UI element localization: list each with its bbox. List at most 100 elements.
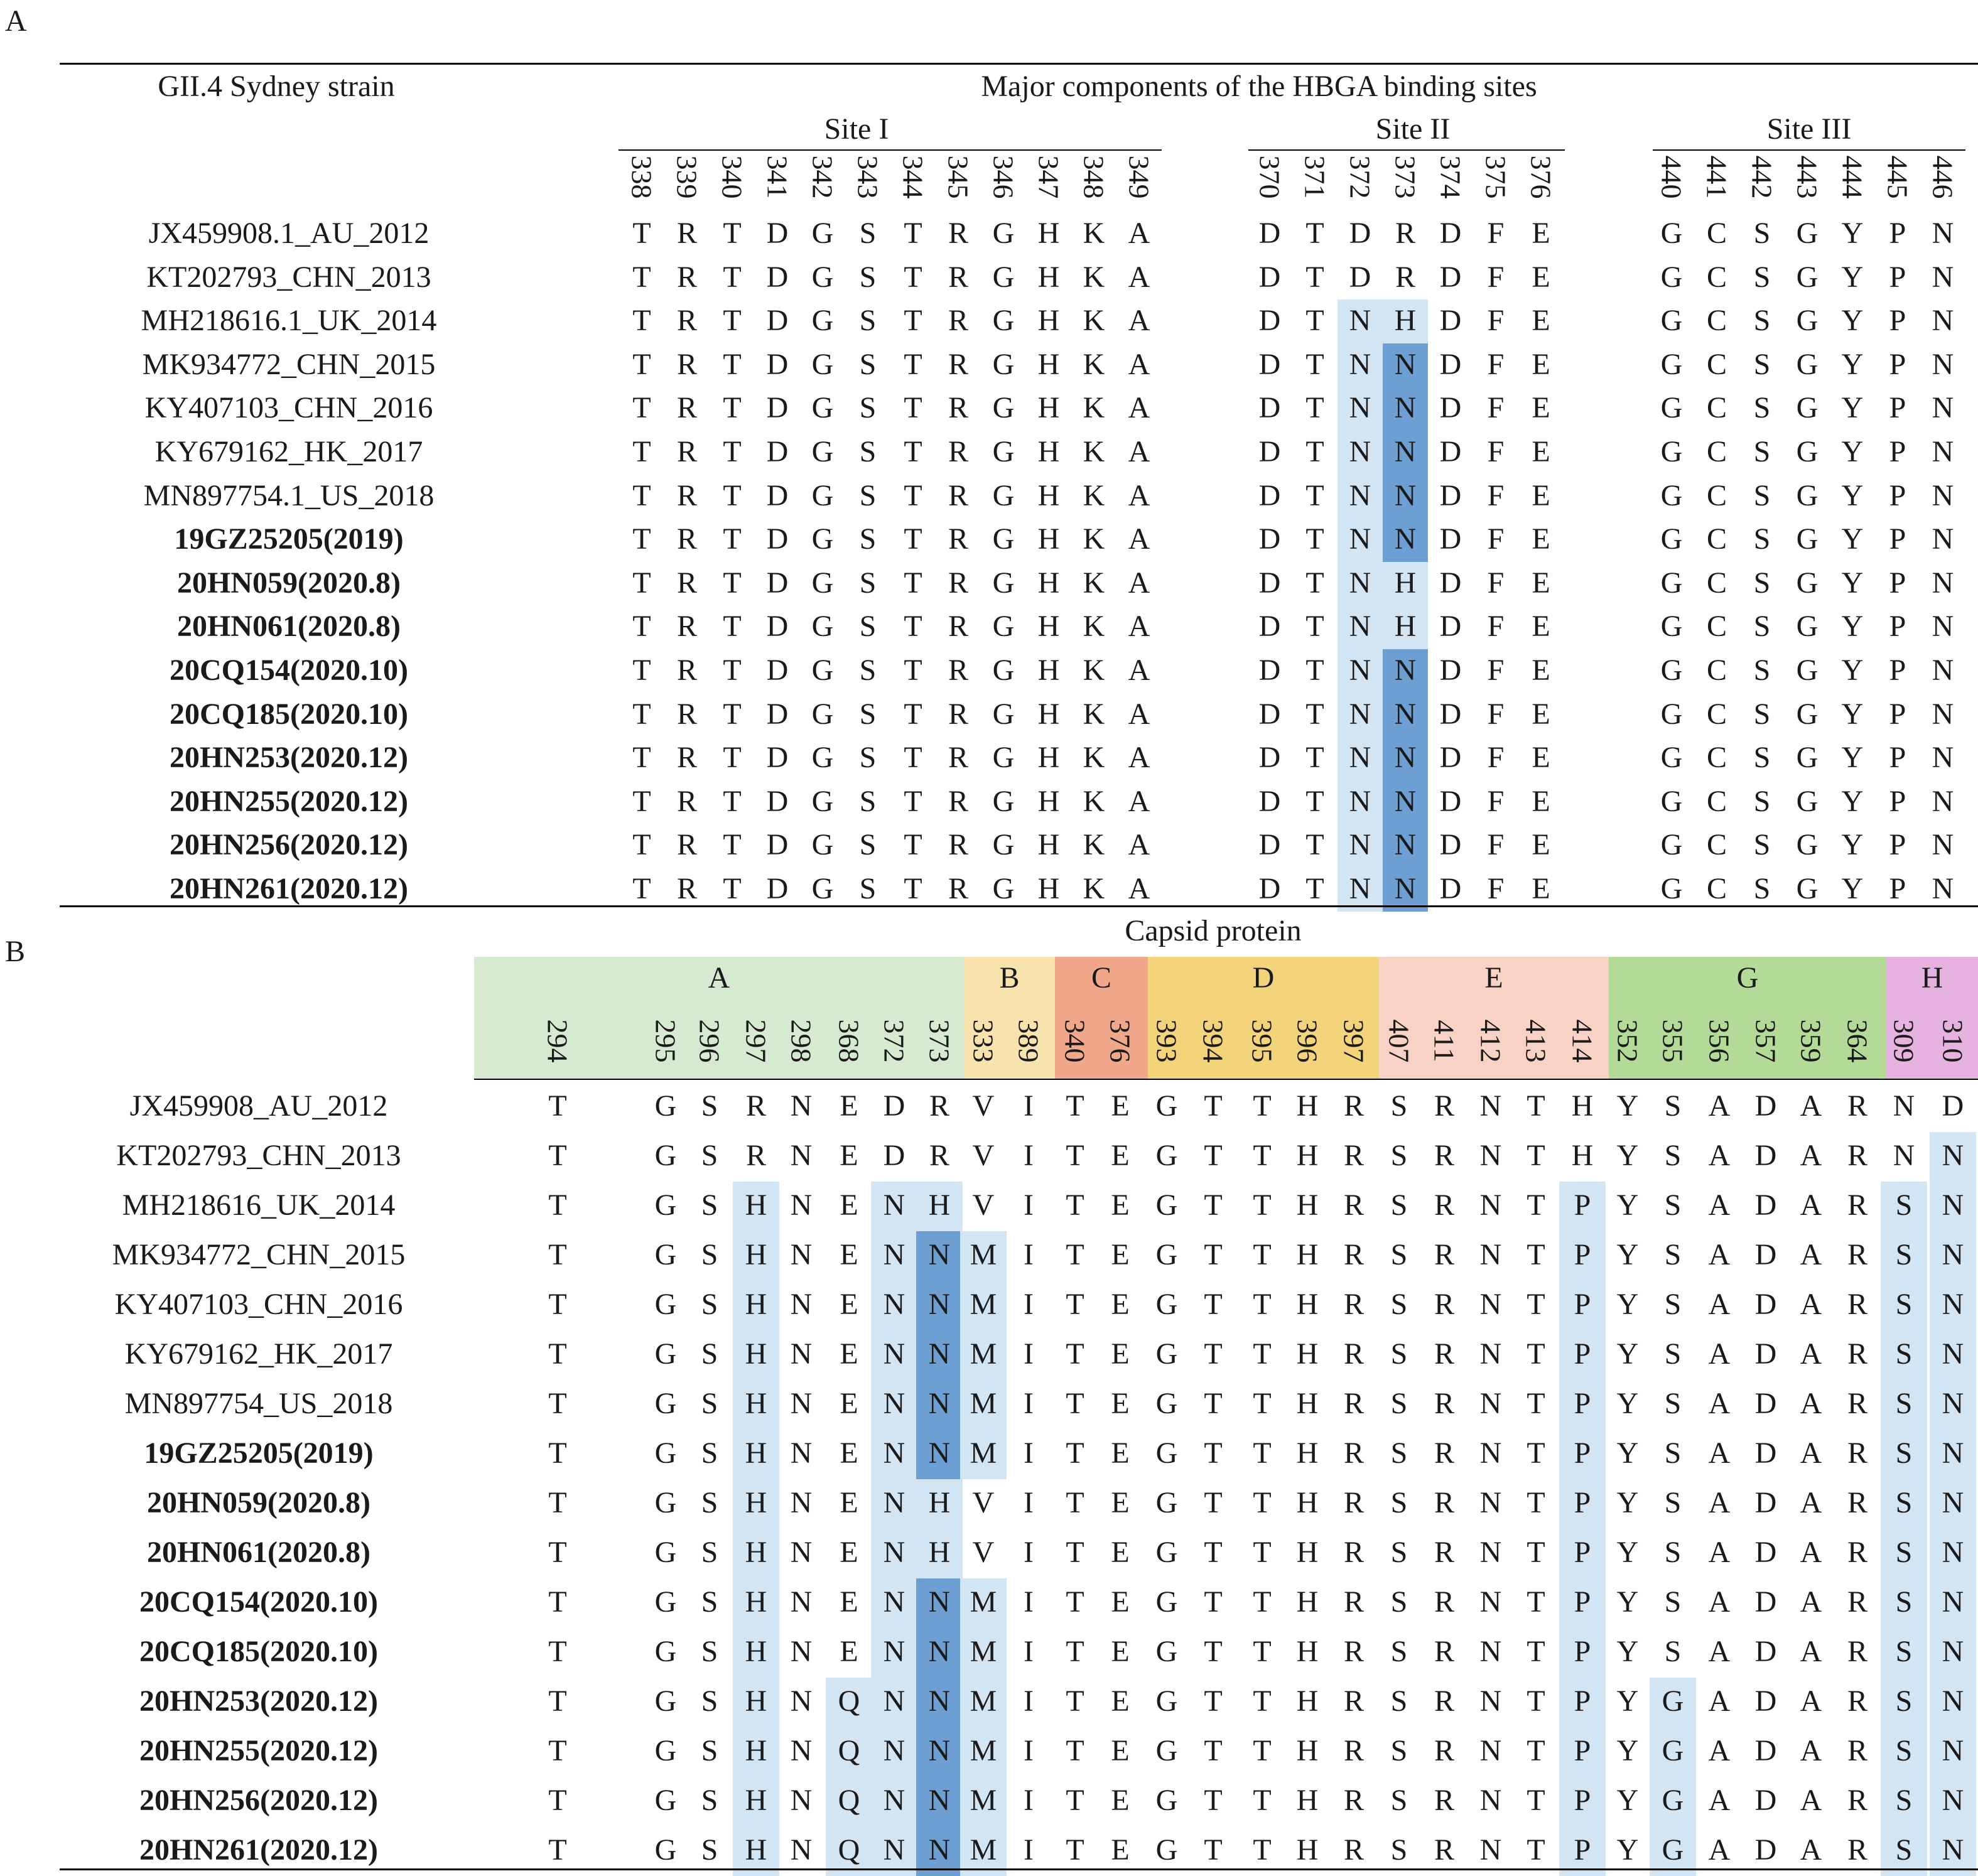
residue: S — [859, 654, 877, 687]
residue: H — [1394, 610, 1417, 644]
highlight-cell — [916, 1231, 963, 1281]
panel-a-title: Major components of the HBGA binding sit… — [981, 70, 1537, 103]
residue: S — [859, 478, 877, 512]
residue: R — [1434, 1089, 1455, 1123]
residue: E — [1111, 1238, 1130, 1271]
panel-b-position-label: 414 — [1566, 1019, 1599, 1063]
residue: H — [1571, 1139, 1594, 1172]
residue: A — [1708, 1536, 1731, 1569]
residue: T — [1066, 1833, 1084, 1867]
residue: R — [1847, 1833, 1868, 1867]
residue: R — [1434, 1387, 1455, 1420]
residue: Y — [1841, 522, 1864, 556]
residue: N — [1394, 784, 1417, 818]
residue: G — [1660, 217, 1683, 250]
highlight-cell — [1881, 1479, 1927, 1529]
epitope-label-D: D — [1252, 961, 1275, 995]
highlight-cell — [1881, 1380, 1927, 1430]
residue: G — [1660, 260, 1683, 294]
highlight-cell — [1881, 1330, 1927, 1380]
epitope-label-H: H — [1921, 961, 1943, 995]
residue: D — [1258, 391, 1281, 425]
residue: T — [548, 1288, 567, 1321]
panel-b-position-label: 309 — [1888, 1019, 1920, 1063]
residue: Y — [1841, 828, 1864, 862]
strain-name: MN897754.1_US_2018 — [143, 478, 435, 512]
residue: D — [1258, 741, 1281, 775]
residue: S — [701, 1635, 718, 1668]
highlight-cell — [1338, 780, 1383, 824]
residue: D — [766, 347, 789, 381]
residue: D — [766, 260, 789, 294]
residue: N — [790, 1387, 813, 1420]
highlight-cell — [1881, 1826, 1927, 1876]
residue: H — [1037, 347, 1060, 381]
residue: H — [1037, 741, 1060, 775]
residue: T — [1527, 1635, 1545, 1668]
residue: S — [1390, 1784, 1408, 1817]
residue: H — [745, 1833, 767, 1867]
site-rule-3 — [1653, 149, 1965, 151]
residue: G — [811, 478, 834, 512]
residue: T — [1204, 1089, 1223, 1123]
residue: M — [970, 1238, 997, 1271]
residue: T — [1253, 1536, 1272, 1569]
residue: M — [970, 1585, 997, 1619]
highlight-cell — [1383, 780, 1428, 824]
residue: R — [676, 741, 698, 775]
residue: A — [1128, 260, 1150, 294]
panel-b-position-label: 372 — [878, 1019, 911, 1063]
panel-b-bottom-rule — [60, 1868, 1978, 1870]
residue: A — [1708, 1387, 1731, 1420]
residue: T — [632, 828, 651, 862]
epitope-label-A: A — [708, 961, 730, 995]
highlight-cell — [1881, 1182, 1927, 1231]
residue: R — [1343, 1288, 1365, 1321]
residue: N — [883, 1784, 905, 1817]
residue: N — [1893, 1139, 1915, 1172]
residue: N — [1932, 784, 1954, 818]
residue: T — [548, 1734, 567, 1767]
residue: D — [1754, 1337, 1777, 1371]
residue: R — [1847, 1337, 1868, 1371]
residue: A — [1128, 478, 1150, 512]
highlight-cell — [1559, 1231, 1606, 1281]
residue: T — [723, 828, 742, 862]
residue: F — [1487, 522, 1505, 556]
residue: R — [676, 784, 698, 818]
highlight-cell — [1338, 299, 1383, 343]
highlight-cell — [916, 1826, 963, 1876]
residue: T — [632, 347, 651, 381]
residue: R — [1343, 1189, 1365, 1222]
residue: R — [948, 784, 969, 818]
residue: G — [1660, 610, 1683, 644]
residue: H — [1037, 784, 1060, 818]
residue: S — [1753, 304, 1771, 338]
residue: R — [948, 566, 969, 600]
residue: E — [840, 1139, 858, 1172]
residue: H — [1296, 1437, 1319, 1470]
residue: G — [1155, 1486, 1178, 1519]
residue: N — [1394, 347, 1417, 381]
residue: D — [766, 522, 789, 556]
residue: G — [1155, 1685, 1178, 1718]
residue: H — [745, 1585, 767, 1619]
residue: R — [1434, 1486, 1455, 1519]
residue: R — [948, 741, 969, 775]
residue: Y — [1616, 1437, 1639, 1470]
residue: M — [970, 1685, 997, 1718]
residue: R — [1343, 1486, 1365, 1519]
highlight-cell — [916, 1380, 963, 1430]
residue: D — [766, 828, 789, 862]
residue: Y — [1616, 1288, 1639, 1321]
residue: G — [1155, 1238, 1178, 1271]
residue: K — [1083, 260, 1105, 294]
residue: N — [1942, 1536, 1964, 1569]
highlight-cell — [916, 1330, 963, 1380]
residue: G — [1796, 304, 1819, 338]
residue: I — [1024, 1486, 1034, 1519]
residue: P — [1574, 1238, 1591, 1271]
residue: R — [676, 610, 698, 644]
residue: T — [1305, 784, 1324, 818]
highlight-cell — [1930, 1231, 1976, 1281]
